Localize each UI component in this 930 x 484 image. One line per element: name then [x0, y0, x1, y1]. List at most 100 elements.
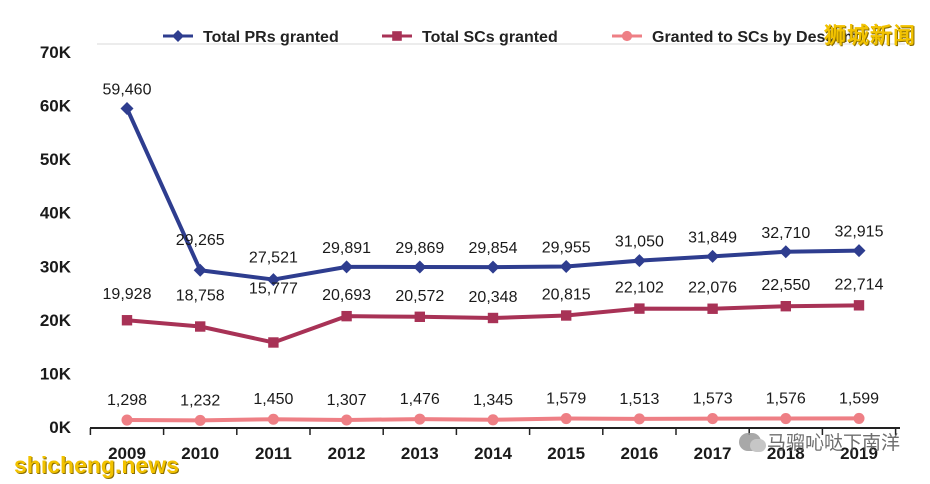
- data-point: [121, 315, 133, 326]
- data-point: [853, 412, 865, 424]
- data-label: 22,076: [688, 280, 737, 297]
- x-tick-label: 2018: [767, 444, 805, 463]
- data-label: 1,476: [400, 391, 440, 408]
- data-label: 18,758: [176, 288, 225, 305]
- data-label: 31,050: [615, 234, 664, 251]
- y-tick-label: 60K: [40, 97, 72, 116]
- x-tick-label: 2019: [840, 444, 878, 463]
- x-tick-label: 2013: [401, 444, 439, 463]
- y-tick-label: 50K: [40, 150, 72, 169]
- data-label: 1,298: [107, 392, 147, 409]
- data-label: 1,513: [619, 391, 659, 408]
- series-1: 59,460 29,265 27,521 29,891 29,869 29,854 29,9…: [103, 81, 884, 287]
- data-label: 29,869: [395, 240, 444, 257]
- data-label: 20,693: [322, 287, 371, 304]
- legend-label: Total PRs granted: [203, 29, 339, 46]
- data-label: 22,550: [761, 277, 810, 294]
- data-point: [194, 414, 206, 426]
- data-label: 27,521: [249, 250, 298, 267]
- data-point: [852, 244, 866, 258]
- data-point: [340, 260, 354, 274]
- data-label: 29,265: [176, 232, 225, 249]
- data-point: [487, 414, 499, 426]
- data-point: [632, 254, 646, 268]
- x-tick-label: 2017: [694, 444, 732, 463]
- data-label: 20,348: [469, 289, 518, 306]
- y-tick-label: 0K: [49, 418, 71, 437]
- data-point: [341, 310, 352, 322]
- data-point: [193, 263, 207, 277]
- series-line: [126, 303, 860, 345]
- data-label: 1,573: [693, 391, 733, 408]
- data-point: [413, 260, 427, 274]
- x-tick-label: 2011: [255, 444, 292, 463]
- x-tick-label: 2016: [620, 444, 658, 463]
- legend-label: Total SCs granted: [422, 29, 558, 46]
- series-2: 19,928 18,758 15,777 20,693 20,572 20,348 20,8…: [103, 276, 884, 348]
- data-point: [780, 413, 792, 425]
- data-point: [120, 101, 134, 115]
- x-axis: 2009 2010 2011 2012 2013 2014 2015 2016 2017 2018…: [89, 427, 900, 463]
- legend-marker: [621, 30, 633, 42]
- data-point: [266, 273, 280, 287]
- legend-marker: [172, 30, 184, 42]
- data-label: 31,849: [688, 229, 737, 246]
- data-point: [341, 414, 353, 426]
- data-label: 1,450: [253, 391, 293, 408]
- data-label: 59,460: [103, 81, 152, 98]
- y-tick-label: 20K: [40, 311, 72, 330]
- data-label: 22,102: [615, 280, 664, 297]
- data-point: [121, 414, 133, 426]
- y-tick-label: 40K: [40, 204, 72, 223]
- watermark-bottom-right-text: 马骝吣哒下南洋: [766, 432, 900, 454]
- data-label: 32,915: [835, 224, 884, 241]
- data-label: 22,714: [835, 276, 884, 293]
- data-label: 1,307: [327, 392, 367, 409]
- y-tick-label: 10K: [40, 364, 72, 383]
- data-point: [561, 310, 572, 321]
- data-point: [414, 413, 426, 425]
- x-tick-label: 2009: [108, 444, 146, 463]
- watermark-bottom-right: 马骝吣哒下南洋: [738, 428, 900, 455]
- data-point: [706, 249, 720, 263]
- data-point: [267, 413, 279, 425]
- chat-bubble-icon: [738, 432, 766, 452]
- data-point: [560, 413, 572, 425]
- data-label: 29,891: [322, 240, 371, 257]
- data-label: 1,232: [180, 392, 220, 409]
- data-label: 20,815: [542, 286, 591, 303]
- data-label: 20,572: [395, 288, 444, 305]
- data-label: 1,579: [546, 391, 586, 408]
- data-label: 32,710: [761, 225, 810, 242]
- x-tick-label: 2010: [181, 444, 219, 463]
- data-point: [559, 260, 573, 274]
- y-axis: 0K 10K 20K 30K 40K 50K 60K 70K: [40, 43, 72, 437]
- x-tick-label: 2014: [474, 444, 512, 463]
- legend-label: Granted to SCs by Descent: [652, 29, 859, 46]
- x-tick-label: 2012: [328, 444, 366, 463]
- data-point: [195, 321, 206, 332]
- series-3: 1,298 1,232 1,450 1,307 1,476 1,345 1,579 1,513…: [107, 390, 879, 426]
- data-label: 1,345: [473, 392, 513, 409]
- watermark-bottom-left: shicheng.news: [14, 452, 179, 478]
- data-label: 29,955: [542, 240, 591, 257]
- data-label: 1,599: [839, 390, 879, 407]
- data-label: 19,928: [103, 286, 152, 303]
- data-point: [487, 312, 499, 324]
- data-point: [414, 311, 425, 322]
- data-point: [486, 260, 500, 274]
- data-label: 1,576: [766, 391, 806, 408]
- data-point: [707, 303, 718, 314]
- data-point: [780, 300, 791, 312]
- data-label: 15,777: [249, 280, 298, 297]
- plot-area: 59,460 29,265 27,521 29,891 29,869 29,854 29,9…: [103, 81, 884, 426]
- data-point: [707, 413, 719, 425]
- y-tick-label: 70K: [40, 43, 72, 62]
- data-point: [633, 413, 645, 425]
- legend-marker: [392, 31, 402, 41]
- data-point: [853, 300, 865, 311]
- x-tick-label: 2015: [547, 444, 585, 463]
- y-tick-label: 30K: [40, 257, 72, 276]
- data-label: 29,854: [469, 240, 518, 257]
